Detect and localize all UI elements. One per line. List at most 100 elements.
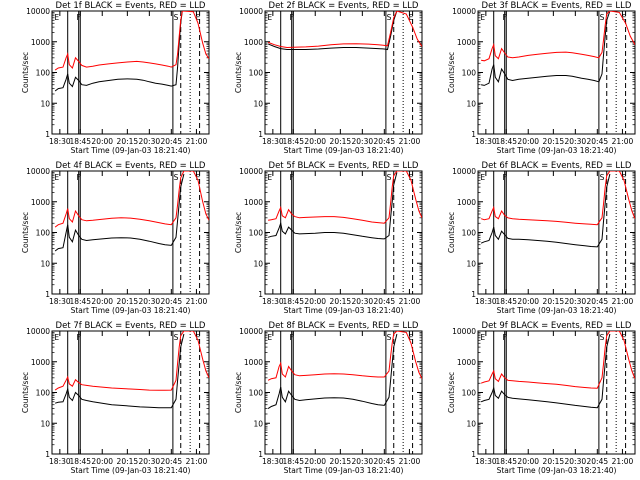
y-tick-label: 100	[36, 69, 51, 78]
panel-title: Det 3f BLACK = Events, RED = LLD	[482, 1, 632, 11]
y-tick-label: 1000	[244, 358, 263, 367]
y-tick-label: 10000	[452, 7, 476, 16]
segment-label: S	[600, 173, 605, 182]
x-tick-label: 20:15	[543, 297, 565, 306]
y-axis-label: Counts/sec	[21, 372, 30, 413]
panel-det-5: Det 5f BLACK = Events, RED = LLD 1 10 100 10…	[234, 161, 423, 315]
axes-frame	[51, 170, 210, 295]
segment-label: F	[503, 333, 507, 342]
panel-title: Det 4f BLACK = Events, RED = LLD	[56, 161, 206, 171]
x-tick-label: 20:15	[117, 137, 139, 146]
x-tick-label: 20:00	[91, 137, 113, 146]
segment-label: F	[77, 173, 81, 182]
segment-label: S	[387, 13, 392, 22]
panel-title: Det 2f BLACK = Events, RED = LLD	[269, 1, 419, 11]
segment-label: F	[503, 173, 507, 182]
x-tick-label: 20:45	[587, 457, 609, 466]
x-axis-label: Start Time (09-Jan-03 18:21:40)	[284, 466, 404, 475]
x-tick-label: 20:30	[565, 297, 587, 306]
axes-frame	[264, 10, 423, 135]
series-lld-line	[54, 331, 209, 391]
y-tick-label: 100	[249, 229, 264, 238]
series-events-line	[267, 333, 398, 410]
x-tick-label: 20:45	[374, 137, 396, 146]
x-tick-label: 20:30	[352, 137, 374, 146]
segment-label: E	[267, 13, 272, 22]
y-tick-label: 100	[36, 389, 51, 398]
y-tick-label: 1	[258, 130, 263, 139]
x-tick-label: 21:00	[612, 137, 634, 146]
y-axis-label: Counts/sec	[234, 212, 243, 253]
y-tick-label: 10000	[452, 167, 476, 176]
y-tick-label: 100	[36, 229, 51, 238]
x-tick-label: 20:15	[330, 137, 352, 146]
segment-label: E	[622, 333, 627, 342]
x-tick-label: 20:45	[374, 297, 396, 306]
panel-det-8: Det 8f BLACK = Events, RED = LLD 1 10 100 10…	[234, 321, 423, 475]
y-tick-label: 100	[249, 69, 264, 78]
panel-title: Det 8f BLACK = Events, RED = LLD	[269, 321, 419, 331]
series-events-line	[480, 333, 611, 409]
y-tick-label: 10000	[452, 327, 476, 336]
x-tick-label: 20:00	[517, 137, 539, 146]
y-axis-label: Counts/sec	[447, 212, 456, 253]
series-lld-line	[267, 11, 422, 49]
y-tick-label: 1	[45, 450, 50, 459]
x-tick-label: 20:00	[304, 137, 326, 146]
series-lld-line	[480, 331, 635, 389]
segment-label: S	[174, 13, 179, 22]
y-axis-label: Counts/sec	[447, 52, 456, 93]
segment-label: E	[480, 333, 485, 342]
x-tick-label: 20:00	[517, 457, 539, 466]
x-axis-label: Start Time (09-Jan-03 18:21:40)	[71, 146, 191, 155]
x-tick-label: 20:30	[565, 457, 587, 466]
x-tick-label: 20:45	[587, 137, 609, 146]
segment-label: E	[54, 13, 59, 22]
segment-label: F	[77, 333, 81, 342]
y-tick-label: 10000	[26, 7, 50, 16]
y-tick-label: 1000	[31, 38, 50, 47]
y-axis-label: Counts/sec	[234, 372, 243, 413]
series-events-line	[54, 333, 185, 409]
y-tick-label: 1	[258, 290, 263, 299]
y-tick-label: 1	[471, 130, 476, 139]
y-tick-label: 1	[471, 290, 476, 299]
x-axis-label: Start Time (09-Jan-03 18:21:40)	[497, 466, 617, 475]
x-tick-label: 18:30	[475, 297, 497, 306]
segment-label: E	[267, 173, 272, 182]
segment-label: E	[196, 333, 201, 342]
series-events-line	[267, 11, 398, 51]
x-tick-label: 18:30	[49, 457, 71, 466]
segment-label: S	[600, 13, 605, 22]
y-tick-label: 1000	[31, 198, 50, 207]
panel-title: Det 7f BLACK = Events, RED = LLD	[56, 321, 206, 331]
segment-label: E	[196, 173, 201, 182]
x-tick-label: 21:00	[186, 297, 208, 306]
x-tick-label: 18:45	[69, 457, 91, 466]
y-tick-label: 100	[462, 69, 477, 78]
y-tick-label: 10	[253, 99, 263, 108]
segment-label: E	[54, 173, 59, 182]
x-tick-label: 21:00	[399, 457, 421, 466]
segment-label: E	[196, 13, 201, 22]
series-lld-line	[54, 11, 209, 71]
x-tick-label: 20:15	[330, 297, 352, 306]
segment-label: E	[622, 173, 627, 182]
y-tick-label: 10000	[239, 167, 263, 176]
x-tick-label: 20:15	[117, 297, 139, 306]
y-tick-label: 1000	[31, 358, 50, 367]
x-tick-label: 20:30	[139, 297, 161, 306]
segment-label: E	[480, 173, 485, 182]
y-axis-label: Counts/sec	[234, 52, 243, 93]
y-tick-label: 10	[40, 259, 50, 268]
y-tick-label: 1000	[457, 38, 476, 47]
x-tick-label: 20:00	[91, 297, 113, 306]
y-tick-label: 1000	[244, 38, 263, 47]
x-tick-label: 18:30	[475, 457, 497, 466]
segment-label: F	[290, 173, 294, 182]
panel-det-3: Det 3f BLACK = Events, RED = LLD 1 10 100 10…	[447, 1, 636, 155]
x-tick-label: 21:00	[612, 297, 634, 306]
y-tick-label: 1	[45, 290, 50, 299]
y-tick-label: 10000	[26, 167, 50, 176]
